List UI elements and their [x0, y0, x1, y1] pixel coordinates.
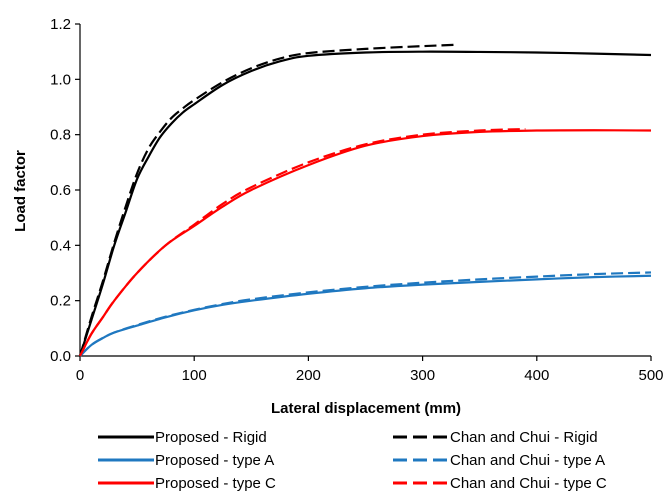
- x-tick-label: 100: [182, 367, 207, 384]
- series-line-4: [78, 43, 457, 357]
- series-line-5: [79, 271, 652, 357]
- y-axis-title: Load factor: [12, 150, 29, 232]
- y-tick-label: 0.8: [50, 127, 71, 144]
- legend-label-5: Chan and Chui - type A: [450, 452, 605, 469]
- legend-label-3: Proposed - type C: [155, 475, 276, 492]
- series-line-6: [79, 128, 526, 357]
- legend-label-6: Chan and Chui - type C: [450, 475, 607, 492]
- x-tick-label: 500: [638, 367, 663, 384]
- y-tick-label: 0.0: [50, 348, 71, 365]
- legend-label-1: Proposed - Rigid: [155, 429, 267, 446]
- x-tick-label: 200: [296, 367, 321, 384]
- x-tick-label: 0: [76, 367, 84, 384]
- series-line-1: [78, 50, 652, 357]
- x-axis-ticks: 0 100 200 300 400 500: [76, 356, 664, 384]
- y-tick-label: 0.6: [50, 182, 71, 199]
- legend-label-2: Proposed - type A: [155, 452, 274, 469]
- y-tick-label: 1.2: [50, 16, 71, 33]
- y-axis-ticks: 0.0 0.2 0.4 0.6 0.8 1.0 1.2: [50, 16, 80, 365]
- x-tick-label: 300: [410, 367, 435, 384]
- y-tick-label: 0.4: [50, 237, 71, 254]
- legend: Proposed - Rigid Proposed - type A Propose…: [98, 429, 607, 492]
- y-tick-label: 1.0: [50, 71, 71, 88]
- legend-label-4: Chan and Chui - Rigid: [450, 429, 598, 446]
- x-tick-label: 400: [524, 367, 549, 384]
- axes: [79, 24, 651, 357]
- series-line-3: [79, 129, 652, 357]
- x-axis-title: Lateral displacement (mm): [271, 400, 461, 417]
- y-tick-label: 0.2: [50, 293, 71, 310]
- series-layer: [78, 43, 652, 357]
